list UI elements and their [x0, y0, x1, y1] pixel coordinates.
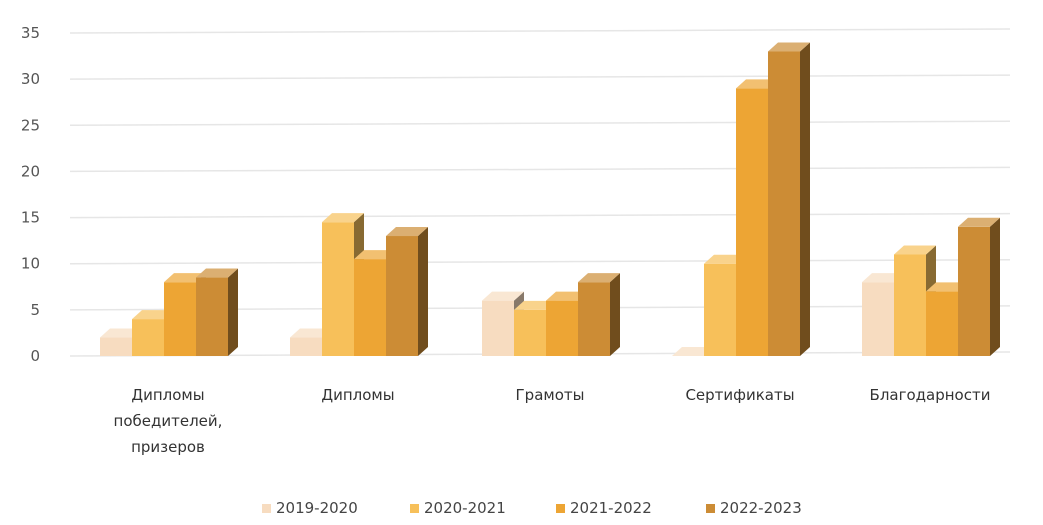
legend-item: 2019-2020: [262, 499, 358, 517]
legend-label: 2021-2022: [570, 499, 652, 517]
legend-swatch: [706, 504, 715, 513]
bar: [196, 268, 238, 356]
y-tick-label: 0: [30, 347, 40, 365]
gridline: [69, 166, 1011, 173]
gridline: [69, 74, 1011, 80]
legend-label: 2019-2020: [276, 499, 358, 517]
y-axis-ticks: 0 5 10 15 20 25 30 35: [21, 24, 40, 365]
bar: [386, 227, 428, 356]
category-label: призеров: [131, 438, 205, 456]
category-label: Дипломы: [321, 386, 394, 404]
y-tick-label: 10: [21, 255, 40, 273]
category-label: Дипломы: [131, 386, 204, 404]
gridline: [69, 212, 1011, 219]
legend-item: 2020-2021: [410, 499, 506, 517]
category-label: победителей,: [114, 412, 223, 430]
category-labels: Дипломы победителей, призеров Дипломы Грамот…: [114, 386, 991, 456]
gridline: [69, 120, 1011, 127]
y-tick-label: 15: [21, 209, 40, 227]
legend-item: 2021-2022: [556, 499, 652, 517]
y-tick-label: 25: [21, 116, 40, 134]
category-label: Грамоты: [516, 386, 585, 404]
bar: [958, 217, 1000, 356]
legend: 2019-2020 2020-2021 2021-2022 2022-2023: [262, 499, 802, 517]
legend-swatch: [262, 504, 271, 513]
bars: [100, 42, 1000, 356]
legend-swatch: [410, 504, 419, 513]
legend-item: 2022-2023: [706, 499, 802, 517]
legend-swatch: [556, 504, 565, 513]
y-tick-label: 30: [21, 70, 40, 88]
legend-label: 2022-2023: [720, 499, 802, 517]
bar: [768, 42, 810, 356]
y-tick-label: 20: [21, 162, 40, 180]
legend-label: 2020-2021: [424, 499, 506, 517]
category-label: Сертификаты: [685, 386, 794, 404]
bar: [672, 347, 714, 356]
y-tick-label: 35: [21, 24, 40, 42]
gridline: [69, 28, 1011, 34]
category-label: Благодарности: [870, 386, 991, 404]
bar: [578, 273, 620, 356]
gridline: [69, 258, 1011, 265]
y-tick-label: 5: [30, 301, 40, 319]
